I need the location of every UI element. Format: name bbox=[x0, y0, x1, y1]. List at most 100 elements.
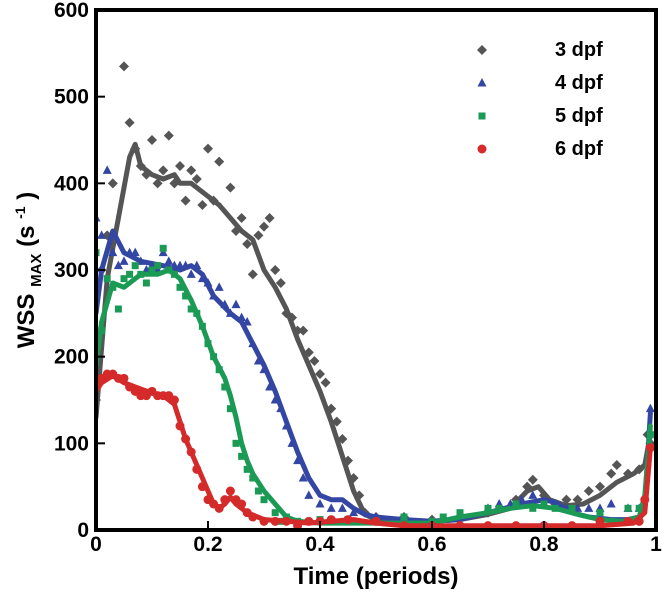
data-point bbox=[186, 447, 196, 457]
data-point bbox=[107, 178, 118, 189]
data-point bbox=[109, 283, 117, 291]
data-point bbox=[309, 356, 320, 366]
data-point bbox=[103, 275, 111, 283]
legend-label: 5 dpf bbox=[555, 105, 603, 127]
y-axis-title-unit: (s bbox=[13, 226, 40, 247]
data-point bbox=[456, 509, 464, 517]
data-point bbox=[595, 516, 605, 526]
data-point bbox=[495, 504, 503, 512]
data-point bbox=[606, 499, 616, 508]
data-point bbox=[214, 503, 224, 513]
data-point bbox=[247, 269, 258, 280]
data-point bbox=[298, 325, 309, 336]
data-point bbox=[315, 499, 325, 508]
data-point bbox=[242, 317, 252, 326]
data-point bbox=[572, 494, 583, 505]
data-point bbox=[220, 299, 230, 309]
data-point bbox=[611, 460, 622, 470]
data-point bbox=[540, 500, 548, 508]
data-point bbox=[259, 221, 269, 232]
data-point bbox=[119, 61, 129, 72]
y-tick-label: 600 bbox=[54, 0, 89, 22]
data-point bbox=[645, 403, 655, 413]
data-point bbox=[137, 270, 145, 278]
data-point bbox=[141, 169, 152, 180]
data-point bbox=[326, 403, 337, 414]
data-point bbox=[293, 455, 303, 465]
svg-text:WSS MAX (s: WSS MAX (s -1 ) bbox=[4, 192, 47, 349]
data-point bbox=[253, 356, 263, 365]
x-tick-label: 0.2 bbox=[193, 533, 222, 556]
data-point bbox=[193, 309, 201, 317]
data-point bbox=[243, 465, 251, 473]
legend-marker bbox=[477, 45, 487, 55]
data-point bbox=[98, 327, 106, 335]
data-point bbox=[237, 312, 247, 322]
data-point bbox=[152, 178, 163, 189]
data-point bbox=[236, 213, 247, 223]
data-point bbox=[165, 266, 173, 274]
data-point bbox=[225, 486, 235, 496]
data-point bbox=[192, 464, 202, 474]
y-tick-label: 300 bbox=[54, 259, 89, 282]
data-point bbox=[287, 312, 297, 323]
x-tick-label: 0.4 bbox=[305, 533, 335, 556]
data-point bbox=[281, 516, 291, 526]
legend-label: 6 dpf bbox=[555, 138, 603, 160]
data-point bbox=[640, 495, 650, 505]
data-point bbox=[147, 135, 157, 145]
data-point bbox=[584, 503, 594, 512]
data-point bbox=[483, 521, 493, 530]
data-point bbox=[197, 482, 207, 492]
data-point bbox=[119, 373, 129, 383]
data-point bbox=[561, 494, 572, 505]
data-point bbox=[182, 292, 190, 300]
y-axis-title-main: WSS bbox=[13, 294, 40, 349]
data-point bbox=[210, 353, 218, 361]
legend-label: 4 dpf bbox=[555, 72, 603, 94]
data-point bbox=[175, 421, 185, 431]
data-point bbox=[215, 366, 223, 374]
x-tick-label: 0 bbox=[90, 533, 102, 556]
data-point bbox=[208, 195, 219, 206]
data-point bbox=[214, 282, 224, 291]
y-tick-label: 200 bbox=[54, 346, 89, 369]
data-point bbox=[399, 521, 409, 530]
data-point bbox=[197, 200, 208, 210]
data-point bbox=[204, 340, 212, 348]
data-point bbox=[126, 270, 134, 278]
data-point bbox=[130, 247, 140, 257]
data-point bbox=[148, 266, 156, 274]
data-point bbox=[220, 495, 230, 505]
data-point bbox=[315, 369, 325, 379]
data-point bbox=[186, 165, 197, 176]
data-point bbox=[276, 403, 286, 413]
series-5-dpf bbox=[96, 244, 654, 526]
data-point bbox=[248, 512, 258, 522]
data-point bbox=[298, 473, 308, 482]
data-point bbox=[124, 117, 135, 128]
y-tick-label: 100 bbox=[54, 432, 89, 455]
data-point bbox=[634, 516, 644, 526]
legend-marker bbox=[477, 144, 487, 154]
data-point bbox=[214, 156, 225, 167]
y-tick-label: 400 bbox=[54, 172, 89, 195]
data-point bbox=[108, 247, 118, 257]
data-point bbox=[242, 239, 253, 249]
data-point bbox=[231, 226, 241, 236]
data-point bbox=[583, 486, 594, 496]
data-point bbox=[158, 165, 169, 176]
data-point bbox=[484, 504, 492, 512]
data-point bbox=[187, 305, 195, 313]
data-point bbox=[270, 395, 280, 404]
data-point bbox=[303, 347, 314, 358]
data-point bbox=[232, 439, 240, 447]
data-point bbox=[646, 431, 654, 439]
data-point bbox=[203, 143, 213, 154]
data-point bbox=[181, 260, 191, 270]
data-point bbox=[635, 504, 643, 512]
data-point bbox=[634, 464, 645, 475]
data-point bbox=[158, 247, 168, 257]
y-axis-title-sup: -1 bbox=[12, 206, 28, 219]
